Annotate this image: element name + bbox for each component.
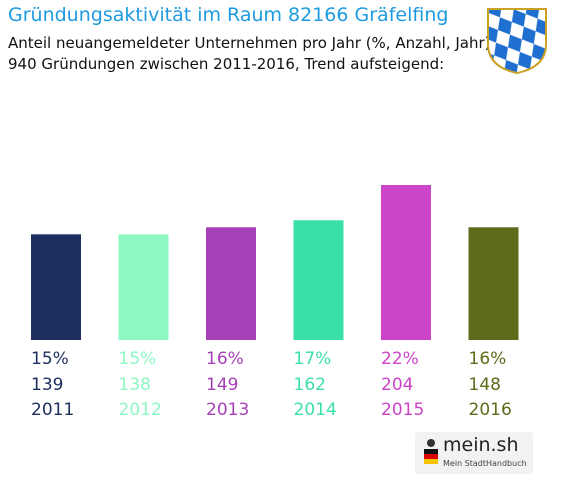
count-label-2011: 139 [31,375,63,395]
bavaria-crest-icon [487,8,547,74]
count-label-2015: 204 [381,375,413,395]
year-label-2011: 2011 [31,400,74,420]
year-label-2012: 2012 [119,400,162,420]
brand-tagline: Mein StadtHandbuch [443,459,527,468]
percent-label-2012: 15% [119,349,157,369]
bar-2012 [118,234,169,340]
percent-label-2013: 16% [206,349,244,369]
chart-title: Gründungsaktivität im Raum 82166 Gräfelf… [8,4,449,26]
bar-2013 [206,227,256,340]
count-label-2014: 162 [294,375,326,395]
percent-label-2011: 15% [31,349,69,369]
year-label-2013: 2013 [206,400,249,420]
bar-2011 [31,234,81,340]
bar-2014 [293,220,344,340]
percent-label-2014: 17% [294,349,332,369]
year-label-2016: 2016 [469,400,512,420]
count-label-2013: 149 [206,375,238,395]
year-label-2014: 2014 [294,400,337,420]
bar-2015 [381,185,431,340]
brand-logo: mein.sh Mein StadtHandbuch [415,432,533,474]
bar-2016 [468,227,519,340]
chart-summary: 940 Gründungen zwischen 2011-2016, Trend… [8,55,445,73]
brand-name: mein.sh [443,434,519,456]
count-label-2016: 148 [469,375,501,395]
year-label-2015: 2015 [381,400,424,420]
germany-flag-person-icon [424,439,438,464]
percent-label-2016: 16% [469,349,507,369]
chart-subtitle: Anteil neuangemeldeter Unternehmen pro J… [8,34,491,52]
count-label-2012: 138 [119,375,151,395]
percent-label-2015: 22% [381,349,419,369]
